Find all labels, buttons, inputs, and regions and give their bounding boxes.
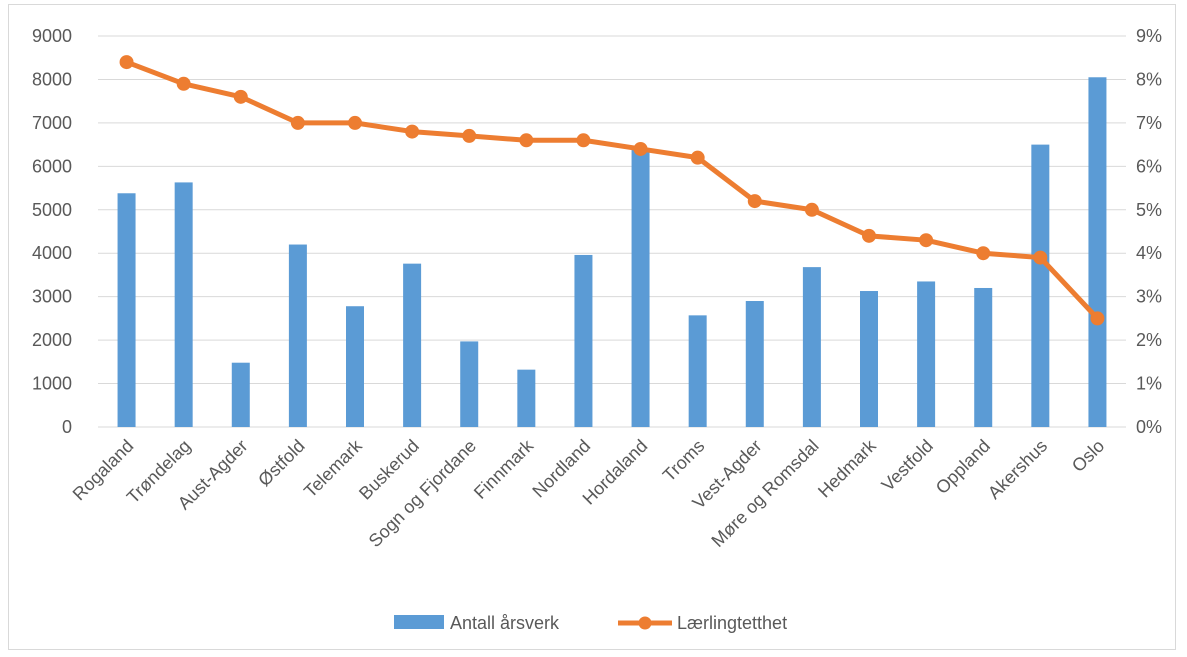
bar [117, 193, 136, 427]
gridlines [98, 35, 1126, 428]
line-point [919, 233, 934, 248]
x-tick-label: Møre og Romsdal [707, 436, 822, 551]
x-tick-label: Oslo [1068, 436, 1108, 476]
line-point [690, 150, 705, 165]
x-tick-label: Vestfold [878, 436, 937, 495]
bar [745, 301, 764, 427]
x-tick-label: Hedmark [814, 435, 880, 501]
bar [860, 291, 878, 427]
line-point [119, 55, 134, 70]
legend-swatch-bar [394, 615, 444, 629]
bar [517, 369, 536, 427]
bar [574, 254, 593, 427]
line-point [976, 246, 991, 261]
legend-swatch-marker [638, 616, 652, 630]
x-tick-label: Finnmark [470, 435, 538, 503]
line-point [576, 133, 591, 148]
y-axis-right-ticks: 0% 1% 2% 3% 4% 5% 6% 7% 8% 9% [1136, 26, 1162, 437]
y2-tick-label: 6% [1136, 156, 1162, 176]
bar [802, 267, 821, 427]
bar [288, 244, 307, 427]
line-point [633, 141, 648, 156]
y-tick-label: 2000 [32, 330, 72, 350]
y-tick-label: 4000 [32, 243, 72, 263]
x-tick-label: Sogn og Fjordane [365, 436, 480, 551]
bars-antall-arsverk [117, 77, 1107, 428]
bar [174, 182, 193, 427]
line-point [290, 115, 305, 130]
series-line [125, 59, 1100, 321]
line-point [462, 128, 477, 143]
y2-tick-label: 1% [1136, 374, 1162, 394]
bar [403, 263, 422, 427]
line-point [405, 124, 420, 139]
x-tick-label: Østfold [254, 436, 308, 490]
line-point [1033, 250, 1048, 265]
bar [631, 148, 650, 427]
y2-tick-label: 7% [1136, 113, 1162, 133]
bar [974, 287, 993, 427]
line-point [747, 194, 762, 209]
bar [688, 315, 707, 427]
line-point [804, 202, 819, 217]
line-laerlingtetthet [119, 55, 1105, 326]
y2-tick-label: 8% [1136, 69, 1162, 89]
y-tick-label: 0 [62, 417, 72, 437]
y-tick-label: 3000 [32, 287, 72, 307]
bar [231, 362, 250, 427]
bar [346, 306, 364, 427]
bar [1088, 77, 1107, 428]
y2-tick-label: 4% [1136, 243, 1162, 263]
legend-label: Lærlingtetthet [677, 613, 787, 633]
y2-tick-label: 5% [1136, 200, 1162, 220]
x-tick-label: Akershus [984, 436, 1051, 503]
bar [1031, 144, 1050, 427]
y2-tick-label: 3% [1136, 287, 1162, 307]
y2-tick-label: 9% [1136, 26, 1162, 46]
legend-label: Antall årsverk [450, 613, 560, 633]
y2-tick-label: 2% [1136, 330, 1162, 350]
y-tick-label: 5000 [32, 200, 72, 220]
y-tick-label: 6000 [32, 156, 72, 176]
line-point [1090, 311, 1105, 326]
y-tick-label: 7000 [32, 113, 72, 133]
legend: Antall årsverk Lærlingtetthet [394, 613, 787, 633]
y-tick-label: 1000 [32, 374, 72, 394]
line-point [519, 133, 534, 148]
line-point [233, 89, 248, 104]
y-tick-label: 9000 [32, 26, 72, 46]
x-tick-label: Troms [659, 436, 709, 486]
line-point [862, 228, 876, 243]
line-point [176, 76, 191, 91]
y2-tick-label: 0% [1136, 417, 1162, 437]
y-tick-label: 8000 [32, 69, 72, 89]
y-axis-left-ticks: 0 1000 2000 3000 4000 5000 6000 7000 8000 9000 [32, 26, 72, 437]
bar [917, 281, 936, 427]
bar [460, 341, 479, 427]
line-point [348, 115, 362, 130]
